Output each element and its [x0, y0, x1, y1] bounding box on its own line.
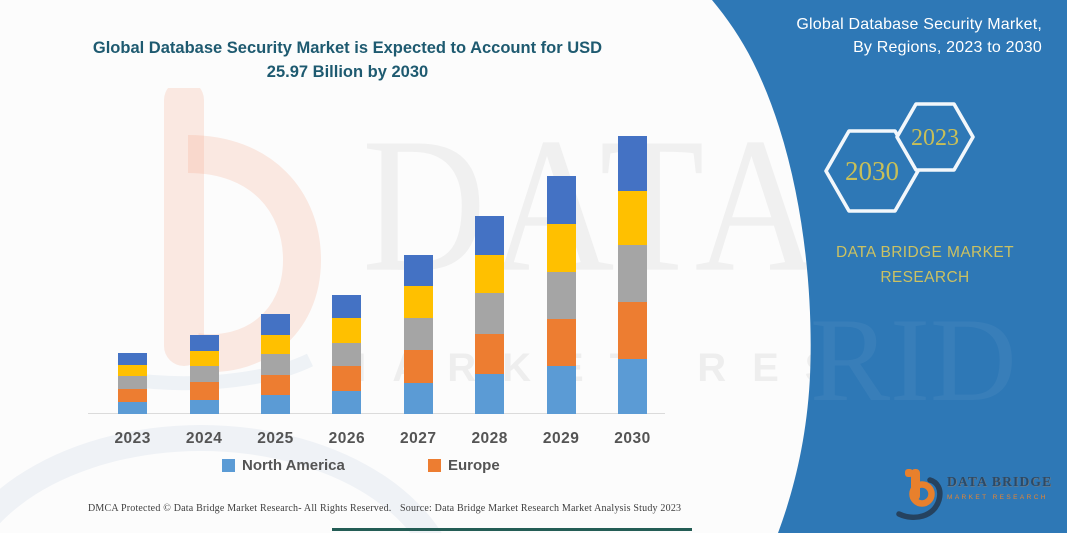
legend-swatch-icon — [222, 459, 235, 472]
bar-2026 — [332, 294, 362, 414]
bar-segment-unlabeled-region-yellow — [403, 286, 433, 319]
bar-2030 — [618, 135, 647, 414]
bar-2029 — [546, 175, 576, 414]
bar-segment-unlabeled-region-yellow — [189, 351, 219, 367]
side-panel-title-line2: By Regions, 2023 to 2030 — [853, 39, 1042, 56]
logo-b-icon — [896, 469, 943, 520]
x-axis-label-2029: 2029 — [542, 430, 580, 447]
bar-segment-europe — [118, 389, 148, 402]
bar-segment-unlabeled-region-gray — [332, 343, 362, 366]
bar-segment-unlabeled-region-blue — [546, 175, 576, 225]
bar-segment-unlabeled-region-gray — [118, 376, 148, 389]
bar-segment-unlabeled-region-yellow — [546, 224, 576, 272]
bar-segment-unlabeled-region-yellow — [475, 254, 505, 294]
bar-segment-unlabeled-region-yellow — [618, 190, 647, 246]
bar-2027 — [403, 254, 433, 414]
x-axis-label-2023: 2023 — [114, 430, 151, 447]
svg-text:RID: RID — [810, 293, 1017, 426]
legend-item-north-america: North America — [222, 457, 345, 474]
bar-segment-unlabeled-region-gray — [189, 366, 219, 383]
logo-text-block: DATA BRIDGE MARKET RESEARCH — [947, 474, 1052, 501]
legend-swatch-icon — [428, 459, 441, 472]
legend-label: North America — [242, 457, 345, 474]
bar-segment-europe — [189, 382, 219, 400]
footer-source-text: Source: Data Bridge Market Research Mark… — [400, 503, 682, 514]
bar-segment-europe — [332, 365, 362, 391]
chart-title-line1: Global Database Security Market is Expec… — [92, 39, 603, 57]
dbmr-logo: DATA BRIDGE MARKET RESEARCH — [895, 462, 1063, 524]
bar-2024 — [189, 335, 219, 414]
x-axis-label-2028: 2028 — [471, 430, 508, 447]
hexagon-2023-label: 2023 — [911, 125, 959, 151]
x-axis-label-2024: 2024 — [185, 430, 223, 447]
bar-2028 — [475, 215, 505, 414]
bar-2023 — [118, 353, 148, 414]
logo-subtext: MARKET RESEARCH — [947, 494, 1048, 501]
bar-segment-unlabeled-region-blue — [403, 254, 433, 287]
bar-segment-north-america — [475, 374, 505, 414]
x-axis-line — [88, 413, 665, 414]
legend-item-europe: Europe — [428, 457, 500, 474]
legend-label: Europe — [448, 457, 500, 474]
side-panel-title-line1: Global Database Security Market, — [796, 16, 1042, 33]
chart-title: Global Database Security Market is Expec… — [55, 36, 640, 84]
bar-segment-north-america — [403, 383, 433, 414]
bar-segment-europe — [618, 301, 647, 359]
bar-segment-unlabeled-region-blue — [618, 135, 647, 191]
bar-segment-unlabeled-region-yellow — [261, 334, 290, 354]
bar-segment-unlabeled-region-gray — [546, 271, 576, 320]
bar-segment-unlabeled-region-yellow — [332, 318, 362, 344]
bar-segment-north-america — [261, 394, 290, 414]
brand-name-line2: RESEARCH — [880, 269, 970, 286]
logo-wordmark: DATA BRIDGE — [947, 474, 1053, 489]
bar-segment-europe — [261, 374, 290, 395]
bar-segment-north-america — [546, 366, 576, 414]
hexagon-2030-label: 2030 — [845, 156, 899, 186]
x-axis-label-2030: 2030 — [614, 430, 651, 447]
bar-segment-europe — [403, 349, 433, 383]
side-panel-background: 2030 2023 RID — [712, 0, 1067, 533]
bar-segment-unlabeled-region-gray — [475, 293, 505, 334]
brand-name: DATA BRIDGE MARKET RESEARCH — [790, 240, 1060, 290]
bar-segment-unlabeled-region-gray — [403, 318, 433, 350]
bar-segment-north-america — [189, 399, 219, 414]
bar-segment-unlabeled-region-blue — [189, 335, 219, 352]
x-axis-label-2025: 2025 — [257, 430, 294, 447]
bar-segment-unlabeled-region-blue — [475, 215, 505, 255]
side-panel-blue-shape — [712, 0, 1067, 533]
brand-name-line1: DATA BRIDGE MARKET — [835, 244, 1014, 261]
side-panel-title: Global Database Security Market, By Regi… — [720, 13, 1042, 59]
footer-dmca-text: DMCA Protected © Data Bridge Market Rese… — [88, 503, 392, 514]
bar-segment-unlabeled-region-blue — [332, 294, 362, 319]
bar-segment-north-america — [118, 402, 148, 414]
x-axis-label-2026: 2026 — [328, 430, 366, 447]
side-panel: 2030 2023 RID Global Database Security M… — [690, 0, 1067, 533]
bar-segment-europe — [475, 333, 505, 375]
bar-segment-unlabeled-region-gray — [618, 245, 647, 302]
x-axis-label-2027: 2027 — [400, 430, 437, 447]
chart-title-line2: 25.97 Billion by 2030 — [266, 63, 429, 81]
bar-segment-north-america — [332, 390, 362, 414]
bar-segment-unlabeled-region-gray — [261, 353, 290, 375]
bottom-accent-line — [332, 528, 692, 531]
bar-segment-north-america — [618, 358, 647, 414]
bar-segment-unlabeled-region-blue — [118, 353, 148, 366]
hexagon-2023-icon — [895, 102, 975, 172]
bar-segment-unlabeled-region-blue — [261, 314, 290, 335]
bar-segment-europe — [546, 319, 576, 367]
bar-2025 — [261, 314, 290, 414]
bar-segment-unlabeled-region-yellow — [118, 365, 148, 377]
